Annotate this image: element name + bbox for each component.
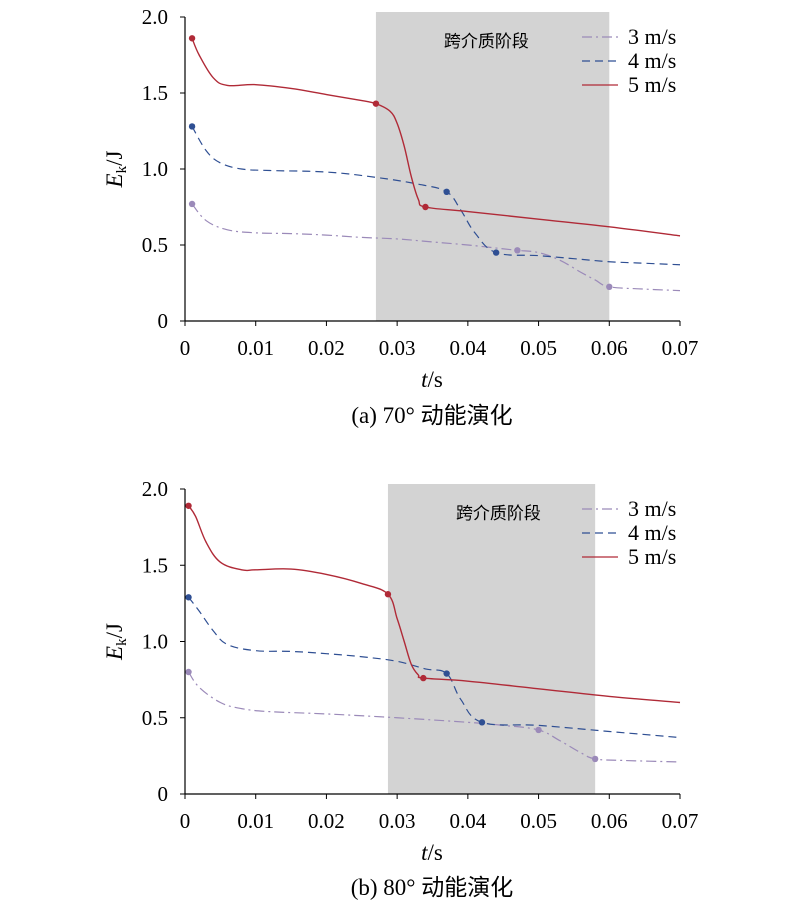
y-tick-label: 0.5 — [142, 233, 168, 257]
x-axis-label: t/s — [421, 367, 443, 392]
series-line-5ms — [191, 38, 681, 237]
series-marker-4ms — [443, 670, 450, 677]
series-marker-3ms — [188, 200, 196, 208]
region-label: 跨介质阶段 — [456, 504, 541, 523]
series-line-3ms — [191, 203, 681, 292]
x-tick-label: 0.02 — [308, 809, 345, 833]
series-marker-3ms — [591, 755, 599, 763]
series-marker-3ms — [514, 247, 521, 254]
series-marker-4ms — [443, 188, 450, 195]
region-label: 跨介质阶段 — [444, 32, 529, 51]
series-marker-3ms — [535, 726, 542, 734]
x-axis-var: t — [421, 367, 428, 392]
series-marker-4ms — [492, 249, 500, 256]
y-axis-var: E — [102, 646, 127, 661]
shaded-region-rect — [387, 484, 596, 794]
y-tick-label: 1.5 — [142, 81, 168, 105]
legend: 3 m/s 4 m/s 5 m/s — [582, 24, 676, 97]
y-tick-label: 2.0 — [142, 5, 168, 29]
x-tick-label: 0.04 — [449, 809, 486, 833]
x-tick-label: 0 — [180, 809, 191, 833]
series-line-3ms — [188, 671, 681, 763]
x-tick-label: 0.03 — [379, 809, 416, 833]
x-tick-label: 0.01 — [237, 809, 274, 833]
shaded-region — [375, 12, 610, 321]
legend-label-5ms: 5 m/s — [628, 72, 676, 97]
x-tick-label: 0.02 — [308, 336, 345, 360]
axes: 0 0.01 0.02 0.03 0.04 0.05 0.06 0.07 0 0.5 1.0 1.5 2… — [142, 5, 699, 360]
series-marker-4ms — [478, 719, 486, 726]
shaded-region — [387, 484, 596, 794]
x-axis-unit: /s — [428, 840, 443, 865]
panel-caption: (b) 80° 动能演化 — [351, 875, 514, 900]
legend: 3 m/s 4 m/s 5 m/s — [582, 496, 676, 569]
y-axis-sub: k — [114, 165, 130, 173]
x-axis-var: t — [421, 840, 428, 865]
legend-label-3ms: 3 m/s — [628, 496, 676, 521]
shaded-region-rect — [375, 12, 610, 321]
series-marker-4ms — [188, 123, 196, 130]
x-tick-label: 0.03 — [379, 336, 416, 360]
series-marker-5ms — [420, 674, 427, 682]
y-axis-unit: /J — [102, 151, 127, 166]
y-tick-label: 1.0 — [142, 157, 168, 181]
series-marker-5ms — [384, 591, 392, 598]
x-axis-label: t/s — [421, 840, 443, 865]
y-axis-sub: k — [114, 638, 130, 646]
legend-label-5ms: 5 m/s — [628, 544, 676, 569]
x-tick-label: 0.04 — [449, 336, 486, 360]
series-marker-5ms — [188, 35, 196, 42]
series-marker-3ms — [185, 668, 192, 676]
panel-a: 跨介质阶段 0 0.01 0.02 0.03 0.04 0.05 0.06 0.07 0 0.5 1… — [102, 5, 698, 428]
x-axis-unit: /s — [428, 367, 443, 392]
series-marker-3ms — [606, 283, 613, 290]
x-tick-label: 0.05 — [520, 336, 557, 360]
y-axis-unit: /J — [102, 623, 127, 638]
y-tick-label: 0.5 — [142, 706, 168, 730]
series-marker-5ms — [422, 203, 429, 211]
series-marker-5ms — [185, 502, 192, 509]
y-axis-label: Ek/J — [102, 623, 130, 661]
y-tick-label: 0 — [158, 782, 169, 806]
y-tick-label: 1.0 — [142, 630, 168, 654]
y-axis-var: E — [102, 173, 127, 188]
series-marker-5ms — [372, 100, 380, 107]
series-group — [185, 502, 681, 763]
series-marker-4ms — [185, 594, 192, 601]
x-tick-label: 0 — [180, 336, 191, 360]
legend-label-4ms: 4 m/s — [628, 48, 676, 73]
y-axis-label: Ek/J — [102, 151, 130, 189]
panel-caption: (a) 70° 动能演化 — [351, 403, 512, 428]
panel-b: 跨介质阶段 0 0.01 0.02 0.03 0.04 0.05 0.06 0.07 0 0.5 1… — [102, 477, 698, 900]
x-tick-label: 0.05 — [520, 809, 557, 833]
y-tick-label: 2.0 — [142, 477, 168, 501]
legend-label-4ms: 4 m/s — [628, 520, 676, 545]
x-tick-label: 0.07 — [662, 336, 699, 360]
x-tick-label: 0.06 — [591, 809, 628, 833]
legend-label-3ms: 3 m/s — [628, 24, 676, 49]
axes: 0 0.01 0.02 0.03 0.04 0.05 0.06 0.07 0 0.5 1.0 1.5 2… — [142, 477, 699, 833]
x-tick-label: 0.07 — [662, 809, 699, 833]
x-tick-label: 0.01 — [237, 336, 274, 360]
x-tick-label: 0.06 — [591, 336, 628, 360]
series-line-4ms — [188, 596, 681, 739]
y-tick-label: 1.5 — [142, 553, 168, 577]
y-tick-label: 0 — [158, 309, 169, 333]
series-group — [188, 35, 681, 292]
